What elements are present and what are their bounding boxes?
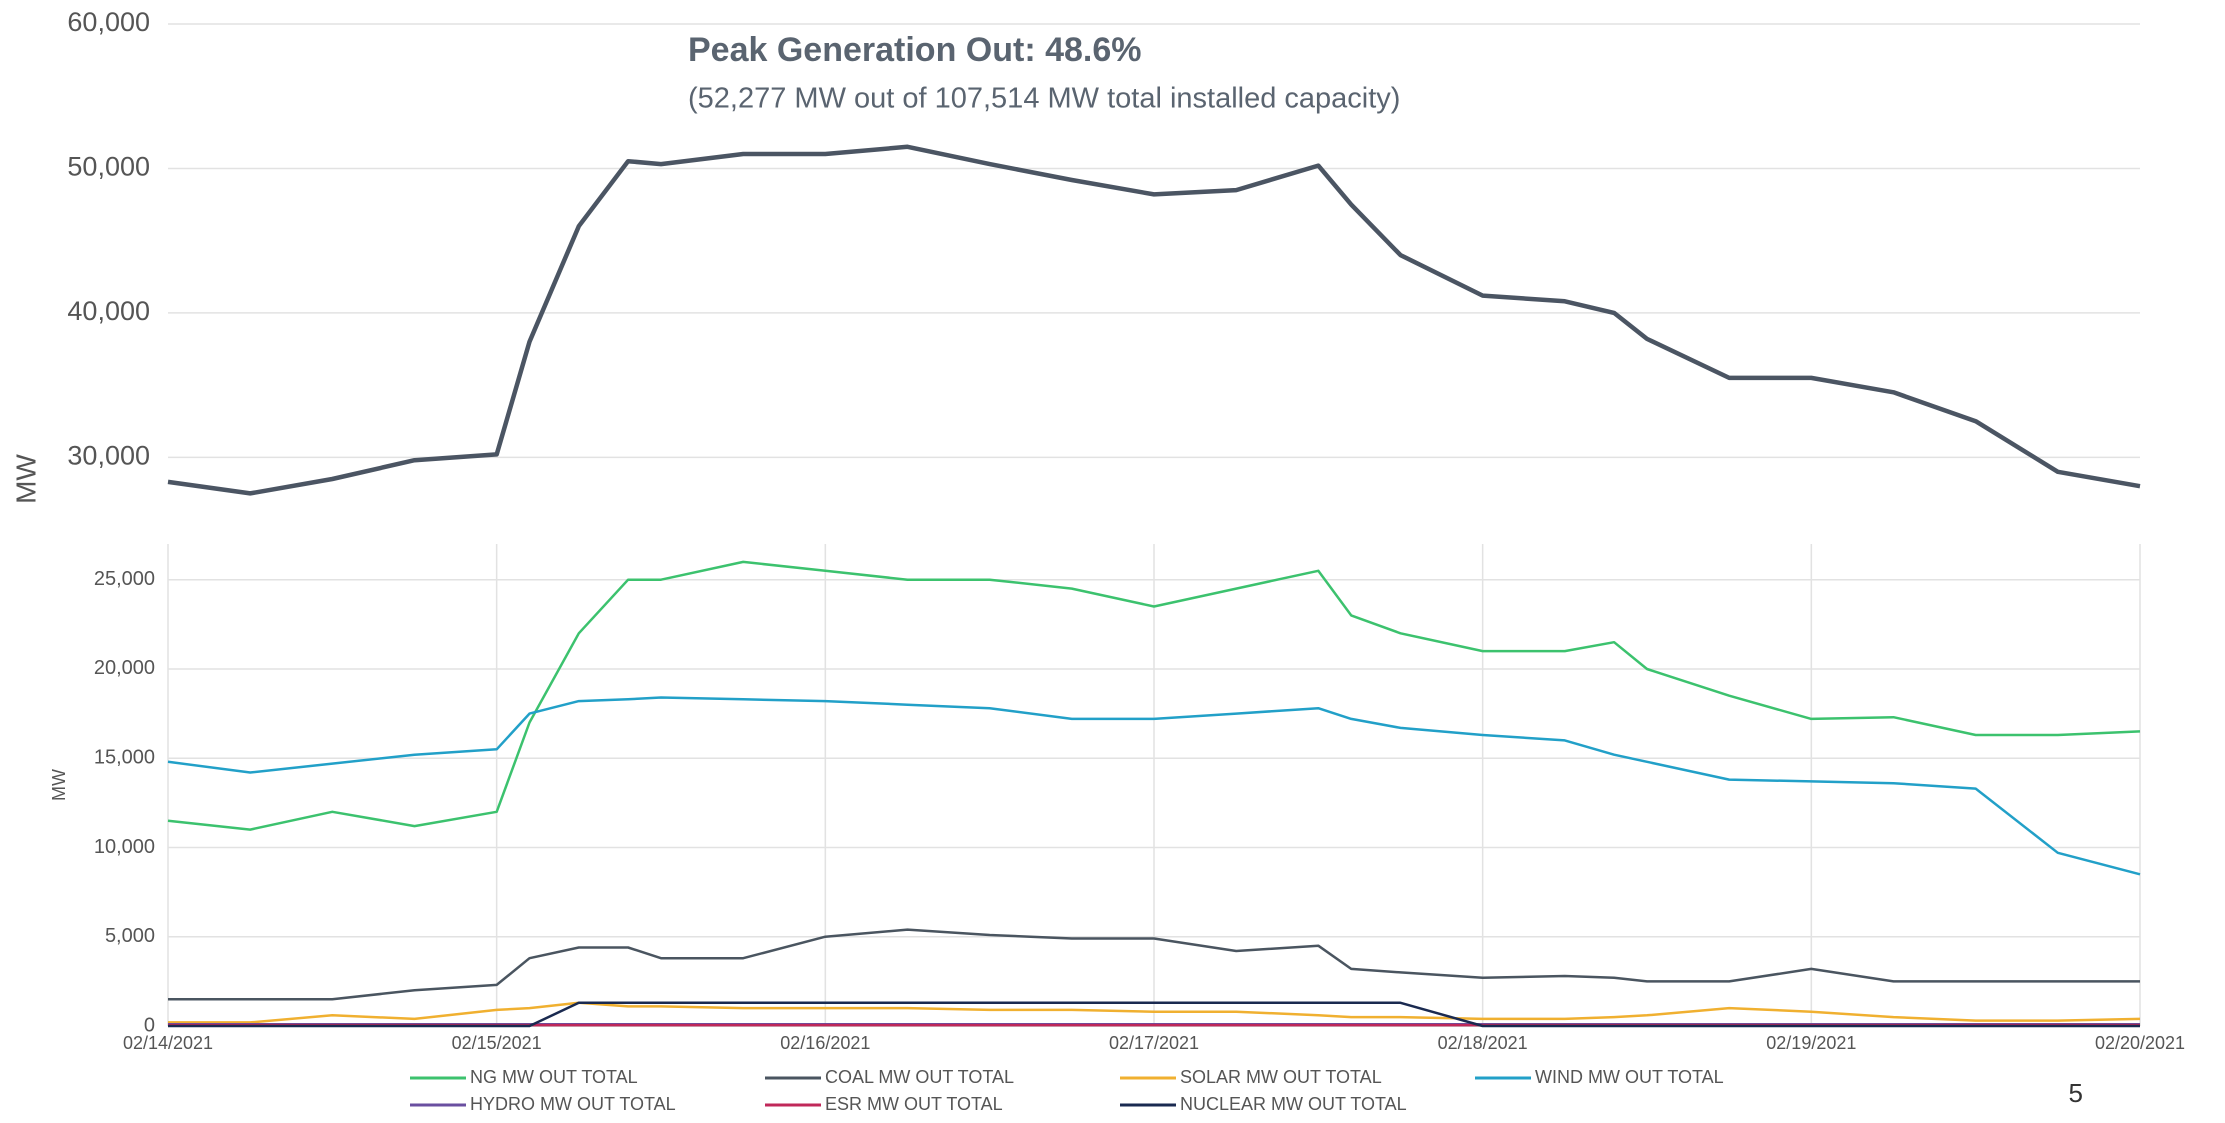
y-tick-label: 15,000: [94, 747, 155, 769]
y-tick-label: 50,000: [67, 152, 150, 182]
legend-label: COAL MW OUT TOTAL: [825, 1067, 1014, 1087]
data-line: [167, 144, 2141, 496]
data-line: [167, 560, 2141, 831]
legend-label: WIND MW OUT TOTAL: [1535, 1067, 1724, 1087]
y-tick-label: 10,000: [94, 836, 155, 858]
data-line: [168, 928, 2140, 1001]
x-tick-label: 02/20/2021: [2095, 1033, 2185, 1053]
y-tick-label: 5,000: [105, 925, 155, 947]
x-tick-label: 02/15/2021: [452, 1033, 542, 1053]
y-tick-label: 0: [144, 1014, 155, 1036]
legend-label: ESR MW OUT TOTAL: [825, 1094, 1003, 1114]
x-tick-label: 02/19/2021: [1766, 1033, 1856, 1053]
data-line: [167, 696, 2141, 876]
legend-label: NG MW OUT TOTAL: [470, 1067, 638, 1087]
y-tick-label: 25,000: [94, 568, 155, 590]
legend-label: NUCLEAR MW OUT TOTAL: [1180, 1094, 1407, 1114]
page-number: 5: [2069, 1078, 2083, 1108]
x-tick-label: 02/16/2021: [780, 1033, 870, 1053]
y-tick-label: 20,000: [94, 657, 155, 679]
legend-label: SOLAR MW OUT TOTAL: [1180, 1067, 1382, 1087]
data-line: [168, 1001, 2140, 1028]
chart-title: Peak Generation Out: 48.6%: [688, 31, 1142, 69]
data-line: [168, 1001, 2141, 1024]
y-axis-label: MW: [10, 454, 41, 504]
chart-subtitle: (52,277 MW out of 107,514 MW total insta…: [688, 83, 1400, 115]
y-tick-label: 40,000: [67, 296, 150, 326]
y-tick-label: 60,000: [67, 7, 150, 37]
x-tick-label: 02/18/2021: [1438, 1033, 1528, 1053]
x-tick-label: 02/14/2021: [123, 1033, 213, 1053]
y-tick-label: 30,000: [67, 440, 150, 470]
x-tick-label: 02/17/2021: [1109, 1033, 1199, 1053]
y-axis-label: MW: [49, 769, 69, 801]
legend-label: HYDRO MW OUT TOTAL: [470, 1094, 676, 1114]
